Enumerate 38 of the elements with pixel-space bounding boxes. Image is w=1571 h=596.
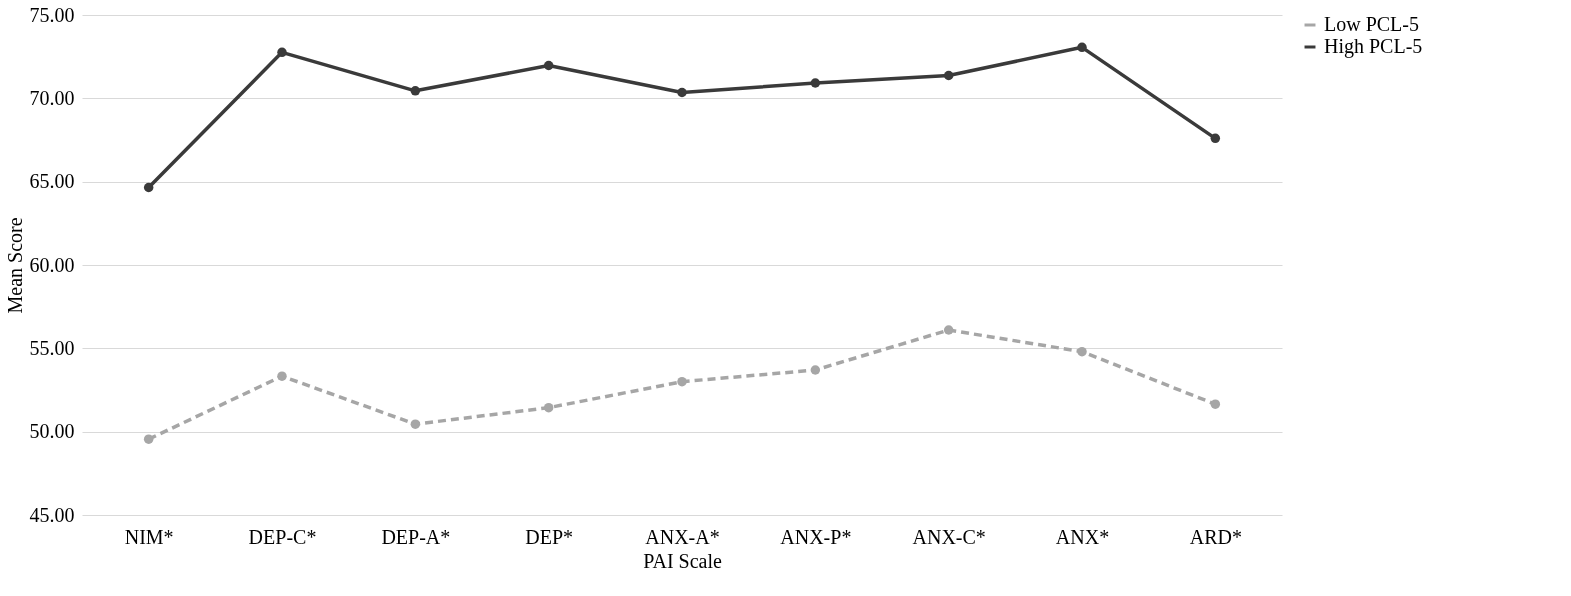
x-tick-label: ARD* <box>1189 525 1242 548</box>
y-tick-label: 50.00 <box>29 420 75 443</box>
x-axis-title: PAI Scale <box>643 549 722 572</box>
point <box>410 86 421 96</box>
point <box>1210 399 1221 409</box>
point <box>277 47 287 58</box>
y-tick-label: 45.00 <box>29 503 75 526</box>
point <box>677 87 687 98</box>
point <box>410 419 421 429</box>
y-axis-title: Mean Score <box>3 217 26 314</box>
x-tick-label: DEP-A* <box>381 525 451 548</box>
point <box>810 78 821 88</box>
legend-label: High PCL-5 <box>1324 35 1423 58</box>
x-tick-label: NIM* <box>124 525 174 548</box>
legend-label: Low PCL-5 <box>1324 13 1419 35</box>
point <box>1077 346 1087 357</box>
x-tick-label: ANX-A* <box>645 525 720 548</box>
y-tick-label: 75.00 <box>29 3 75 26</box>
x-tick-label: ANX-P* <box>780 525 852 548</box>
point <box>543 60 554 71</box>
y-tick-label: 60.00 <box>29 253 75 276</box>
point <box>543 402 554 413</box>
point <box>810 365 821 375</box>
point <box>943 70 954 81</box>
point <box>1077 42 1087 53</box>
x-tick-label: ANX* <box>1055 525 1110 548</box>
point <box>677 376 687 387</box>
point <box>143 182 154 193</box>
x-tick-label: DEP-C* <box>248 525 317 548</box>
y-tick-label: 70.00 <box>29 86 75 109</box>
x-tick-label: DEP* <box>525 525 574 548</box>
point <box>1210 133 1221 144</box>
point <box>277 371 287 381</box>
y-tick-label: 65.00 <box>29 170 75 193</box>
point <box>943 325 954 335</box>
point <box>143 434 154 444</box>
x-tick-label: ANX-C* <box>912 525 986 548</box>
y-tick-label: 55.00 <box>29 336 75 359</box>
